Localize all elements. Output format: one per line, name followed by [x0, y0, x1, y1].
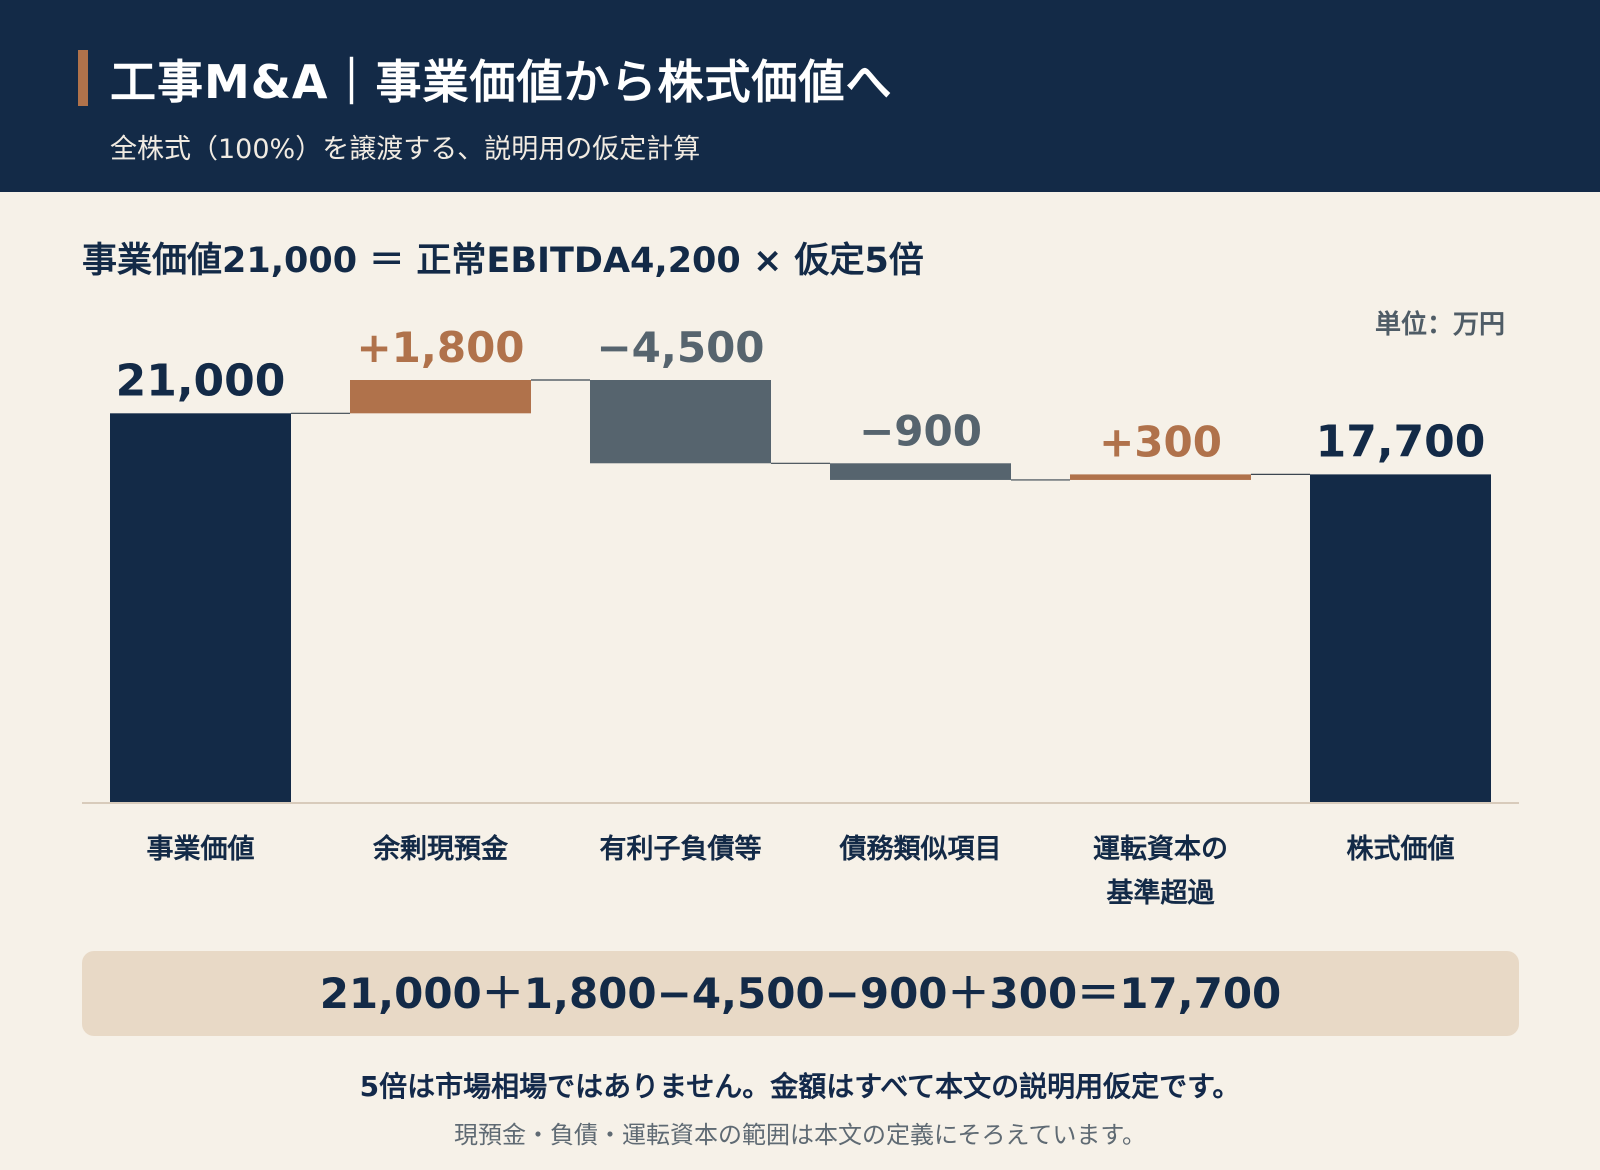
bar-value-label-3: −4,500 [596, 323, 764, 372]
definition-note: 現預金・負債・運転資本の範囲は本文の定義にそろえています。 [454, 1121, 1146, 1149]
page-subtitle: 全株式（100%）を譲渡する、説明用の仮定計算 [110, 134, 701, 165]
waterfall-chart: 21,000 事業価値 +1,800 余剰現預金 −4,500 有利子負債等 −900 債務類… [82, 323, 1519, 909]
summary-box: 21,000＋1,800−4,500−900＋300＝17,700 [82, 951, 1519, 1036]
category-label-3: 有利子負債等 [600, 833, 762, 865]
summary-formula: 21,000＋1,800−4,500−900＋300＝17,700 [319, 969, 1282, 1018]
waterfall-bar-6 [1310, 474, 1491, 802]
category-label-1: 事業価値 [147, 834, 255, 865]
category-label-2: 余剰現預金 [372, 833, 509, 865]
category-label-5-line-2: 基準超過 [1107, 877, 1216, 909]
unit-label: 単位：万円 [1374, 310, 1505, 340]
disclaimer-note: 5倍は市場相場ではありません。金額はすべて本文の説明用仮定です。 [359, 1070, 1241, 1103]
bar-value-label-1: 21,000 [116, 355, 286, 406]
category-label-4: 債務類似項目 [839, 834, 1002, 865]
waterfall-bar-5 [1070, 474, 1251, 480]
waterfall-bar-3 [590, 380, 771, 464]
valuation-formula: 事業価値21,000 ＝ 正常EBITDA4,200 × 仮定5倍 [82, 241, 924, 281]
waterfall-bar-2 [350, 380, 531, 414]
waterfall-bar-1 [110, 413, 291, 802]
waterfall-bar-4 [830, 463, 1011, 480]
bar-value-label-4: −900 [859, 406, 982, 455]
bar-value-label-6: 17,700 [1316, 416, 1486, 467]
page-title: 工事M&A｜事業価値から株式価値へ [110, 55, 893, 109]
header-banner: 工事M&A｜事業価値から株式価値へ 全株式（100%）を譲渡する、説明用の仮定計… [0, 0, 1600, 192]
category-label-6: 株式価値 [1347, 834, 1455, 865]
bar-value-label-5: +300 [1099, 417, 1222, 466]
title-accent-bar [78, 50, 88, 106]
bar-value-label-2: +1,800 [356, 323, 524, 372]
category-label-5-line-1: 運転資本の [1093, 834, 1228, 865]
